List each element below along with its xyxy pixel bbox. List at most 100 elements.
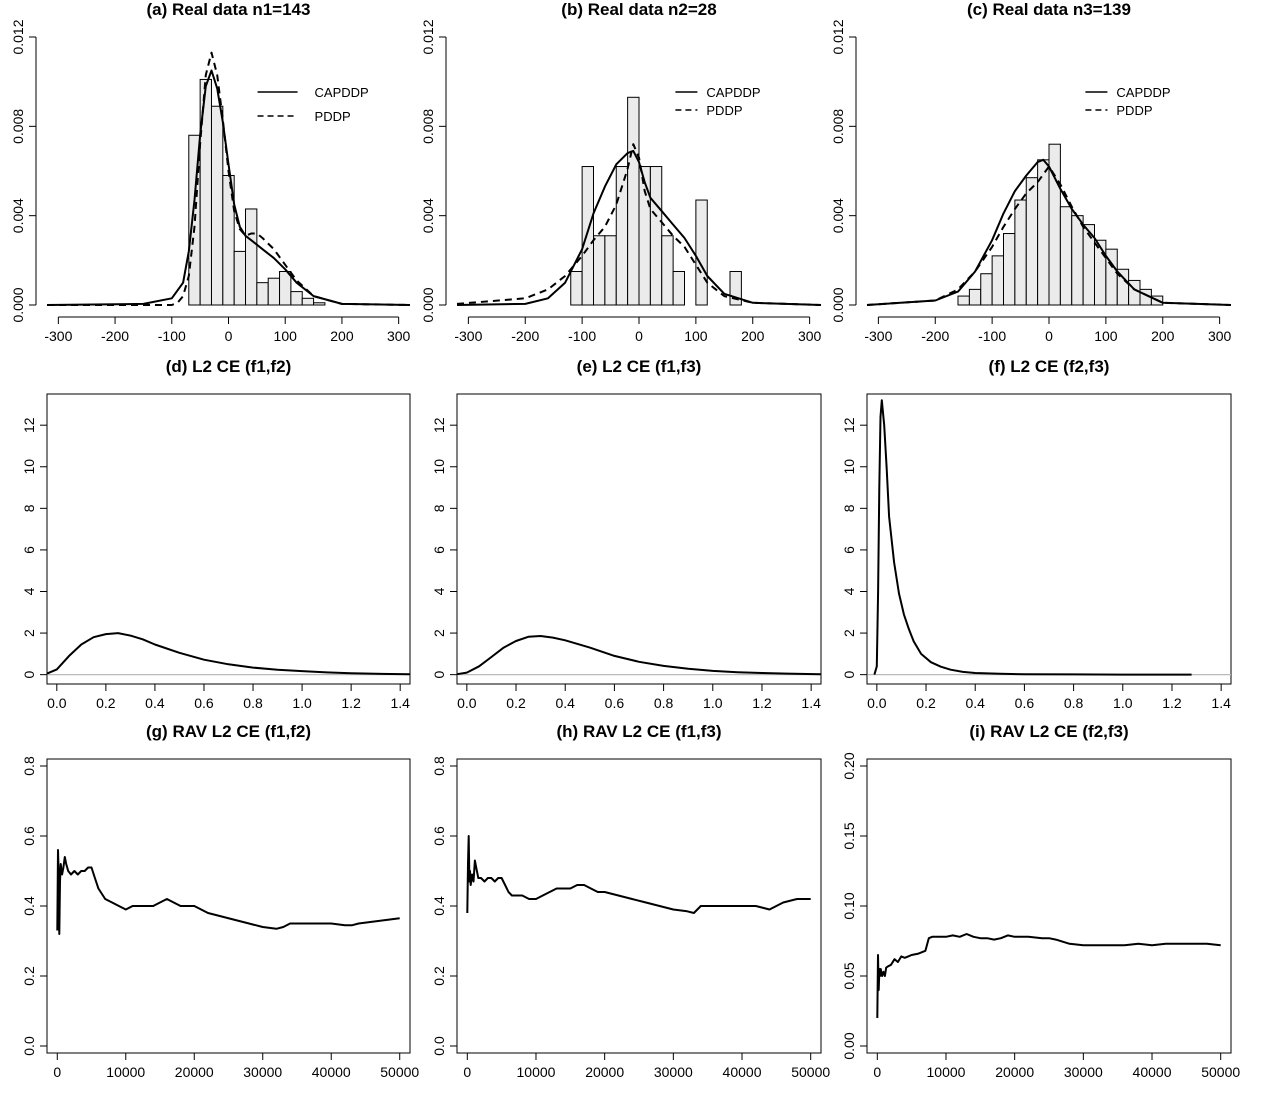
histogram-bar	[1072, 216, 1083, 305]
histogram-bar	[234, 251, 245, 305]
x-tick-label: 300	[1208, 328, 1232, 344]
x-tick-label: -300	[454, 328, 482, 344]
legend-label-capddp: CAPDDP	[706, 85, 760, 100]
x-tick-label: -100	[978, 328, 1006, 344]
legend-label-pddp: PDDP	[315, 109, 351, 124]
y-tick-label: 0.0	[21, 1036, 37, 1056]
y-tick-label: 0.0	[431, 1036, 447, 1056]
x-tick-label: 1.2	[1162, 695, 1182, 711]
legend-label-pddp: PDDP	[1116, 103, 1152, 118]
y-tick-label: 0.000	[420, 287, 436, 322]
y-tick-label: 8	[841, 504, 857, 512]
x-tick-label: 1.4	[1211, 695, 1231, 711]
x-tick-label: 0.8	[654, 695, 674, 711]
x-tick-label: 100	[684, 328, 708, 344]
histogram-bar	[673, 272, 684, 306]
histogram-bar	[605, 236, 616, 305]
histogram-bar	[257, 283, 268, 305]
histogram-bar	[730, 272, 741, 306]
panel-f: (f) L2 CE (f2,f3) 0.0 0.2 0.4 0.6 0.8 1.0 1.2 1.…	[841, 357, 1231, 711]
x-tick-label: 200	[741, 328, 765, 344]
x-tick-label: 0	[225, 328, 233, 344]
y-tick-label: 0.008	[830, 109, 846, 144]
panel-g: (g) RAV L2 CE (f1,f2) 0 10000 20000 30000 400…	[21, 722, 419, 1080]
histogram-bar	[628, 97, 639, 305]
histogram-bar	[662, 236, 673, 305]
series-line-estimate	[877, 934, 1220, 1018]
y-tick-label: 0.2	[21, 966, 37, 986]
histogram-bar	[1015, 200, 1026, 305]
series-line-estimate	[457, 636, 821, 674]
y-tick-label: 10	[841, 459, 857, 475]
plot-frame	[867, 759, 1231, 1053]
x-tick-label: 20000	[585, 1064, 624, 1080]
histogram-bar	[280, 272, 291, 306]
x-tick-label: 0.6	[1015, 695, 1035, 711]
y-tick-label: 0.004	[830, 198, 846, 233]
histogram-bar	[1026, 178, 1037, 305]
panel-title: (b) Real data n2=28	[561, 0, 716, 19]
panel-c: (c) Real data n3=139-300 -200 -100 0 100 200 3…	[830, 0, 1232, 344]
y-tick-label: 8	[431, 504, 447, 512]
x-tick-label: 40000	[1133, 1064, 1172, 1080]
x-tick-label: 20000	[175, 1064, 214, 1080]
y-tick-label: 0	[21, 671, 37, 679]
histogram-bar	[582, 167, 593, 305]
y-tick-label: 0.2	[431, 966, 447, 986]
y-tick-label: 2	[21, 629, 37, 637]
y-tick-label: 0.012	[830, 19, 846, 54]
panel-title: (e) L2 CE (f1,f3)	[577, 357, 702, 376]
plot-frame	[47, 759, 410, 1053]
legend: CAPDDP PDDP	[1085, 85, 1170, 118]
x-tick-label: 30000	[1064, 1064, 1103, 1080]
legend: CAPDDP PDDP	[258, 85, 369, 124]
y-tick-label: 12	[21, 417, 37, 433]
x-tick-label: 1.0	[292, 695, 312, 711]
x-tick-label: 0.4	[965, 695, 985, 711]
y-tick-label: 0.20	[841, 752, 857, 779]
y-tick-label: 0.05	[841, 962, 857, 989]
histogram-bar	[571, 272, 582, 306]
x-tick-label: 30000	[243, 1064, 282, 1080]
x-tick-label: 0.2	[96, 695, 116, 711]
x-tick-label: -100	[158, 328, 186, 344]
y-tick-label: 4	[431, 587, 447, 595]
histogram-bar	[1060, 207, 1071, 305]
x-tick-label: -300	[44, 328, 72, 344]
x-tick-label: 0.8	[1064, 695, 1084, 711]
x-tick-label: 40000	[723, 1064, 762, 1080]
y-tick-label: 6	[841, 546, 857, 554]
panel-title: (i) RAV L2 CE (f2,f3)	[969, 722, 1128, 741]
y-tick-label: 0.15	[841, 822, 857, 849]
histogram-bar	[268, 278, 279, 305]
x-tick-label: -200	[921, 328, 949, 344]
x-tick-label: 1.4	[390, 695, 410, 711]
y-tick-label: 0.8	[431, 756, 447, 776]
x-tick-label: 0.4	[145, 695, 165, 711]
series-line-estimate	[874, 400, 1191, 674]
y-tick-label: 6	[21, 546, 37, 554]
x-tick-label: -200	[101, 328, 129, 344]
y-tick-label: 4	[841, 587, 857, 595]
y-tick-label: 0.8	[21, 756, 37, 776]
x-tick-label: 0	[463, 1064, 471, 1080]
x-tick-label: 300	[798, 328, 822, 344]
series-line-estimate	[467, 836, 810, 913]
x-tick-label: 30000	[654, 1064, 693, 1080]
panel-i: (i) RAV L2 CE (f2,f3) 0 10000 20000 30000 400…	[841, 722, 1240, 1080]
y-tick-label: 12	[841, 417, 857, 433]
y-tick-label: 0.004	[420, 198, 436, 233]
x-tick-label: 100	[274, 328, 298, 344]
legend-label-pddp: PDDP	[706, 103, 742, 118]
x-tick-label: 20000	[995, 1064, 1034, 1080]
x-tick-label: 50000	[380, 1064, 419, 1080]
y-tick-label: 6	[431, 546, 447, 554]
x-tick-label: 0.6	[605, 695, 625, 711]
x-tick-label: 200	[1151, 328, 1175, 344]
legend-label-capddp: CAPDDP	[1116, 85, 1170, 100]
histogram-bar	[639, 167, 650, 305]
x-tick-label: 50000	[791, 1064, 830, 1080]
x-tick-label: 0.0	[867, 695, 887, 711]
series-line-estimate	[47, 633, 410, 674]
